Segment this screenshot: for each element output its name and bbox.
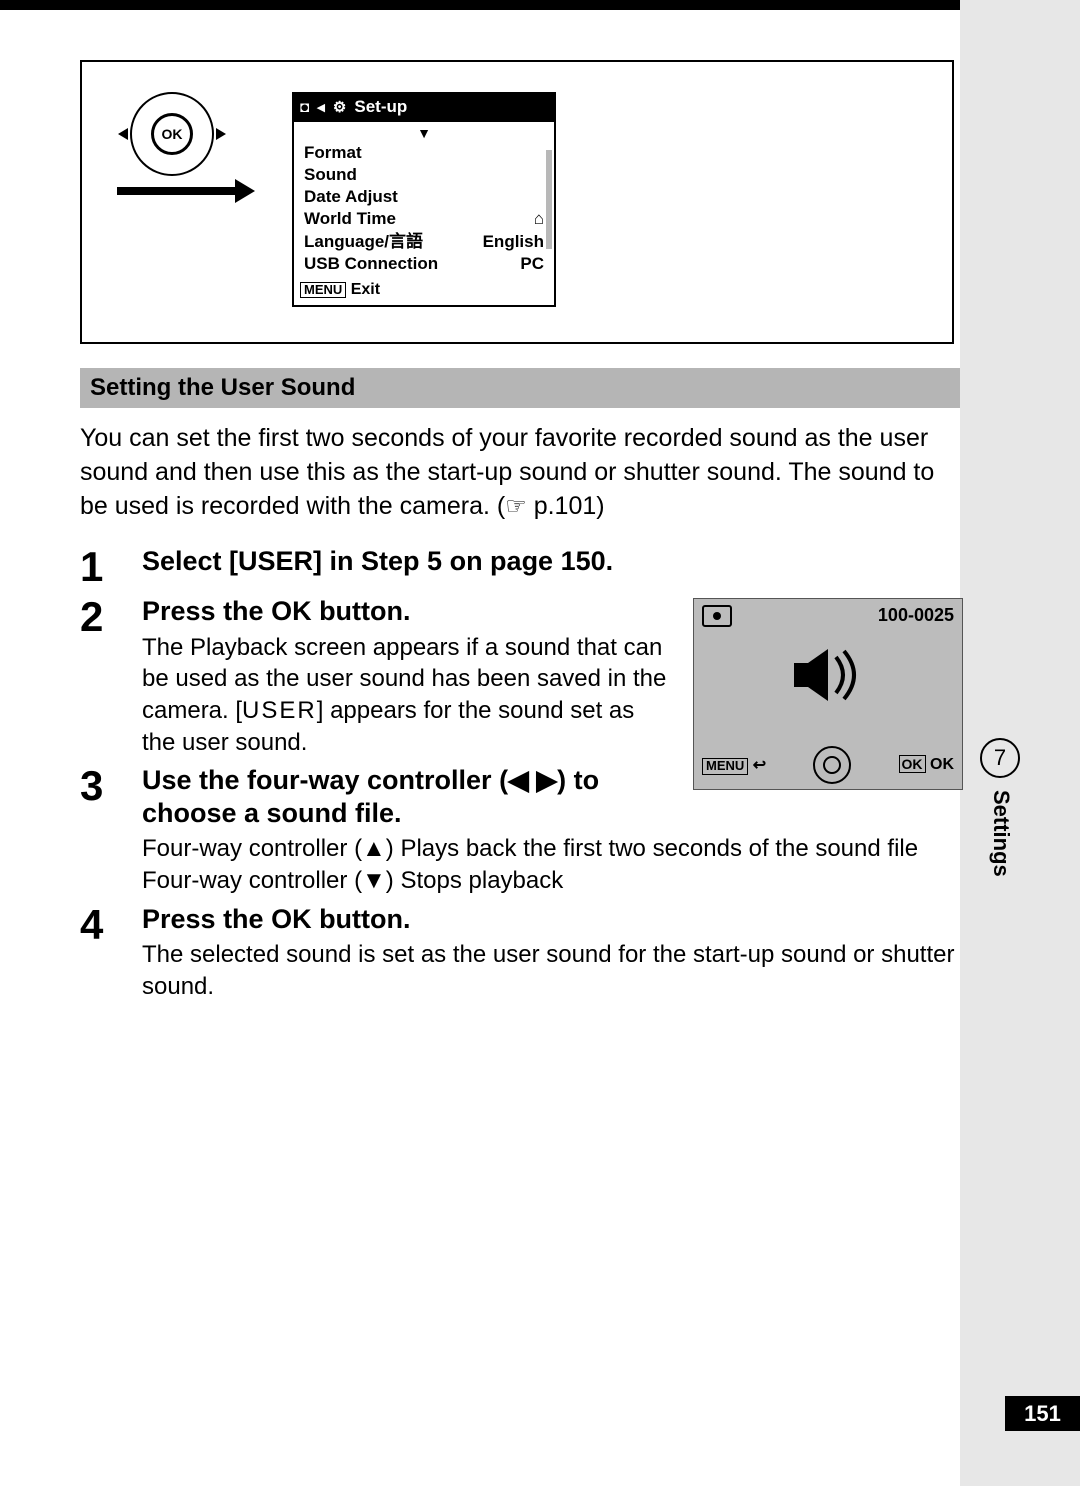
arrow-right-icon	[117, 187, 237, 195]
step-number: 3	[80, 764, 120, 896]
step-body: Select [USER] in Step 5 on page 150.	[142, 545, 960, 589]
step-1: 1 Select [USER] in Step 5 on page 150.	[80, 545, 960, 589]
section-heading: Setting the User Sound	[80, 368, 960, 408]
step-text: Four-way controller (▲) Plays back the f…	[142, 833, 960, 865]
step-number: 2	[80, 595, 120, 758]
chapter-number: 7	[980, 738, 1020, 778]
page-number: 151	[1005, 1396, 1080, 1431]
exit-label: Exit	[351, 281, 380, 298]
menu-item: Language/言語 English	[304, 231, 544, 253]
lcd-setup-menu: ◘ ◂ ⚙ Set-up ▼ Format Sound Date Adjust …	[292, 92, 556, 307]
header-icons: ◘ ◂ ⚙	[300, 98, 348, 116]
menu-label: USB Connection	[304, 253, 438, 275]
menu-button-icon: MENU	[300, 282, 346, 298]
intro-paragraph: You can set the first two seconds of you…	[80, 422, 960, 523]
step-number: 1	[80, 545, 120, 589]
camera-icon	[702, 605, 732, 627]
step-text: Four-way controller (▼) Stops playback	[142, 865, 960, 897]
menu-label: Language/言語	[304, 231, 423, 253]
ok-confirm: OK OK	[899, 756, 954, 774]
menu-item: USB Connection PC	[304, 253, 544, 275]
step-body: Press the OK button. The selected sound …	[142, 903, 960, 1003]
file-number: 100-0025	[878, 605, 954, 627]
back-icon: ↩	[753, 757, 766, 774]
menu-item: Sound	[304, 164, 544, 186]
step-text: The selected sound is set as the user so…	[142, 939, 960, 1002]
ok-box-icon: OK	[899, 755, 926, 773]
step-text: The Playback screen appears if a sound t…	[142, 632, 670, 759]
home-icon: ⌂	[534, 208, 544, 230]
scroll-down-icon: ▼	[304, 124, 544, 142]
chapter-label: Settings	[988, 790, 1014, 877]
step-2: 2 Press the OK button. The Playback scre…	[80, 595, 960, 758]
lcd-body: ▼ Format Sound Date Adjust World Time ⌂ …	[294, 122, 554, 277]
lcd-header: ◘ ◂ ⚙ Set-up	[294, 94, 554, 122]
page-ref: p.101)	[534, 492, 605, 520]
step-heading: Press the OK button.	[142, 903, 960, 935]
step-heading: Press the OK button.	[142, 595, 670, 627]
setup-diagram: OK ◘ ◂ ⚙ Set-up ▼ Format Sound Date Adju…	[80, 60, 954, 344]
scrollbar-icon	[546, 150, 552, 249]
right-arrow-icon	[216, 128, 226, 140]
lcd-title: Set-up	[354, 97, 407, 117]
menu-value: English	[483, 231, 544, 253]
steps-list: 1 Select [USER] in Step 5 on page 150. 2…	[80, 545, 960, 1002]
user-tag: USER	[242, 697, 317, 724]
top-black-bar	[0, 0, 1080, 10]
menu-label: World Time	[304, 208, 396, 230]
menu-back: MENU ↩	[702, 755, 766, 775]
playback-bottom: MENU ↩ OK OK	[694, 746, 962, 784]
menu-item: Date Adjust	[304, 186, 544, 208]
lcd-footer: MENU Exit	[294, 277, 554, 305]
controller-icon	[813, 746, 851, 784]
menu-button-icon: MENU	[702, 758, 748, 774]
manual-page: OK ◘ ◂ ⚙ Set-up ▼ Format Sound Date Adju…	[0, 0, 1080, 1486]
step-heading: Select [USER] in Step 5 on page 150.	[142, 545, 960, 577]
speaker-icon	[788, 645, 868, 705]
step-number: 4	[80, 903, 120, 1003]
pointer-icon: ☞	[505, 493, 527, 520]
ok-label: OK	[930, 756, 954, 773]
ok-controller: OK	[112, 92, 232, 176]
left-arrow-icon	[118, 128, 128, 140]
controller-ring: OK	[130, 92, 214, 176]
step-4: 4 Press the OK button. The selected soun…	[80, 903, 960, 1003]
ok-button-icon: OK	[151, 113, 193, 155]
menu-item: World Time ⌂	[304, 208, 544, 230]
sidebar-column	[960, 0, 1080, 1486]
menu-item: Format	[304, 142, 544, 164]
playback-screen: 100-0025 MENU ↩	[693, 598, 963, 790]
content-area: OK ◘ ◂ ⚙ Set-up ▼ Format Sound Date Adju…	[80, 60, 960, 1008]
playback-top: 100-0025	[694, 599, 962, 627]
menu-value: PC	[520, 253, 544, 275]
